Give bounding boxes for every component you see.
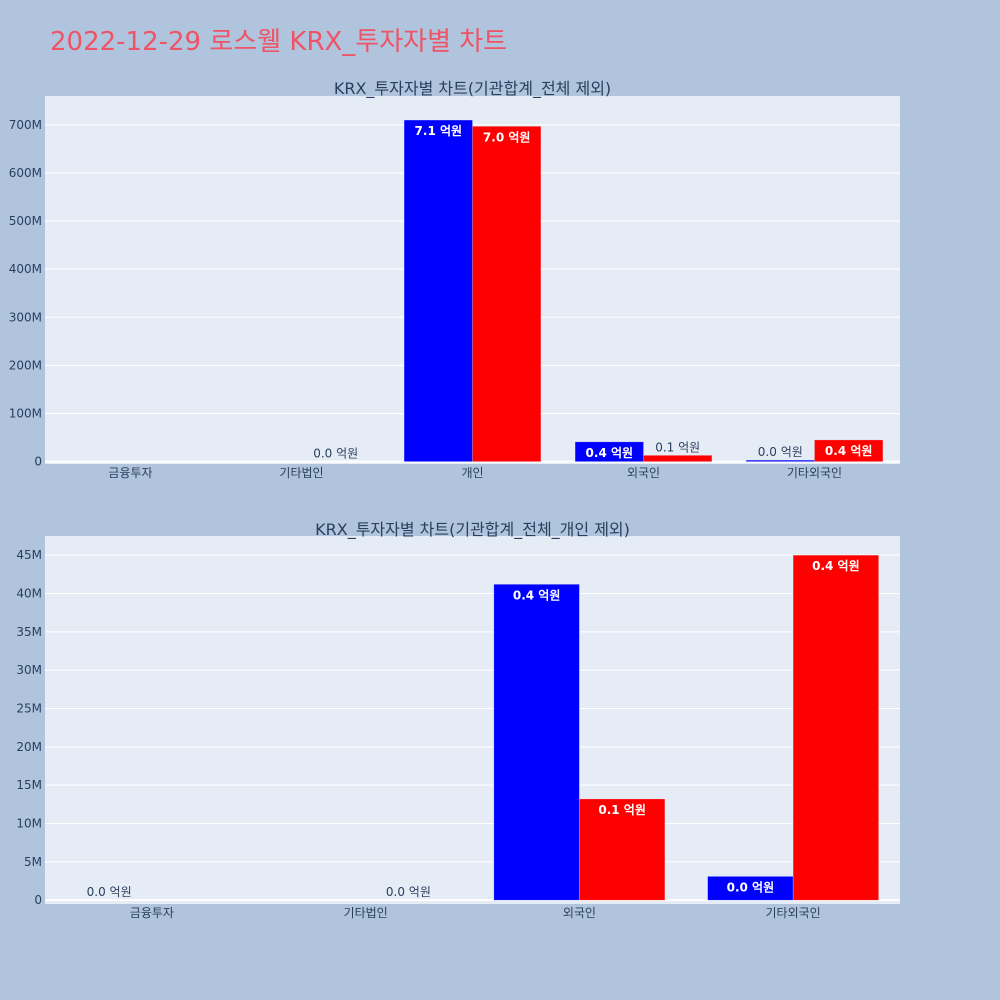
- y-tick-label: 700M: [9, 118, 42, 132]
- x-tick-label: 기타법인: [344, 906, 388, 920]
- x-tick-label: 금융투자: [130, 906, 174, 920]
- x-tick-label: 기타법인: [279, 466, 323, 480]
- y-tick-label: 20M: [16, 740, 42, 754]
- bar: [574, 441, 644, 462]
- bar-value-label: 0.0 억원: [313, 447, 358, 461]
- bar-value-label: 0.4 억원: [586, 446, 634, 460]
- plot-area: [45, 536, 900, 904]
- y-tick-label: 35M: [16, 625, 42, 639]
- y-tick-label: 400M: [9, 262, 42, 276]
- bar: [814, 439, 884, 462]
- y-tick-label: 100M: [9, 406, 42, 420]
- bar: [403, 119, 473, 462]
- y-tick-label: 5M: [24, 855, 42, 869]
- page-title: 2022-12-29 로스웰 KRX_투자자별 차트: [50, 27, 507, 57]
- y-tick-label: 300M: [9, 310, 42, 324]
- chart-title: KRX_투자자별 차트(기관합계_전체 제외): [334, 79, 611, 99]
- bar-value-label: 0.4 억원: [825, 444, 873, 458]
- x-tick-label: 금융투자: [108, 466, 152, 480]
- bar-value-label: 0.4 억원: [812, 559, 860, 573]
- y-tick-label: 15M: [16, 778, 42, 792]
- bar: [493, 584, 580, 901]
- y-tick-label: 0: [34, 893, 42, 907]
- bar-value-label: 0.0 억원: [386, 885, 431, 899]
- x-tick-label: 기타외국인: [766, 906, 821, 920]
- bar-value-label: 7.0 억원: [483, 130, 531, 144]
- y-tick-label: 30M: [16, 663, 42, 677]
- y-tick-label: 25M: [16, 702, 42, 716]
- bar-value-label: 0.4 억원: [513, 588, 561, 602]
- bar: [472, 126, 542, 462]
- bar-value-label: 0.0 억원: [727, 880, 775, 894]
- y-tick-label: 10M: [16, 817, 42, 831]
- bar: [792, 554, 879, 901]
- chart-excluding-individuals: KRX_투자자별 차트(기관합계_전체_개인 제외) 0 5M 10M 15M 20M 25…: [16, 520, 900, 920]
- bar-value-label: 0.1 억원: [655, 440, 700, 454]
- y-tick-label: 40M: [16, 587, 42, 601]
- y-tick-label: 45M: [16, 548, 42, 562]
- bar-value-label: 0.0 억원: [758, 445, 803, 459]
- x-tick-label: 개인: [461, 466, 483, 480]
- bar-value-label: 7.1 억원: [415, 124, 463, 138]
- y-tick-label: 0: [34, 455, 42, 469]
- y-tick-label: 600M: [9, 166, 42, 180]
- bar-value-label: 0.0 억원: [87, 885, 132, 899]
- bar-value-label: 0.1 억원: [598, 803, 646, 817]
- bar: [745, 459, 815, 462]
- bar: [643, 455, 713, 462]
- x-tick-label: 외국인: [627, 466, 660, 480]
- y-tick-label: 200M: [9, 358, 42, 372]
- x-tick-label: 외국인: [563, 906, 596, 920]
- bar: [579, 798, 666, 901]
- chart-title: KRX_투자자별 차트(기관합계_전체_개인 제외): [315, 520, 630, 540]
- y-tick-label: 500M: [9, 214, 42, 228]
- chart-all-investors: KRX_투자자별 차트(기관합계_전체 제외) 0 100M 200M 300M 400M…: [9, 79, 900, 480]
- x-tick-label: 기타외국인: [787, 466, 842, 480]
